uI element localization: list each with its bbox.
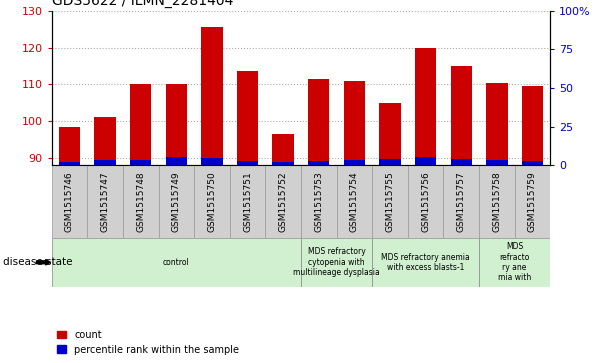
Bar xyxy=(379,103,401,165)
Text: GSM1515759: GSM1515759 xyxy=(528,171,537,232)
Bar xyxy=(337,165,372,238)
Bar xyxy=(451,159,472,165)
Text: GSM1515752: GSM1515752 xyxy=(278,171,288,232)
Bar xyxy=(59,162,80,165)
Bar xyxy=(130,160,151,165)
Bar xyxy=(301,165,337,238)
Bar xyxy=(59,127,80,165)
Bar xyxy=(372,238,479,287)
Bar xyxy=(130,84,151,165)
Bar xyxy=(308,160,330,165)
Bar xyxy=(344,160,365,165)
Text: GSM1515757: GSM1515757 xyxy=(457,171,466,232)
Text: GSM1515756: GSM1515756 xyxy=(421,171,430,232)
Text: control: control xyxy=(163,258,190,267)
Text: disease state: disease state xyxy=(3,257,72,267)
Text: GDS5622 / ILMN_2281404: GDS5622 / ILMN_2281404 xyxy=(52,0,233,8)
Bar xyxy=(165,84,187,165)
Text: MDS refractory anemia
with excess blasts-1: MDS refractory anemia with excess blasts… xyxy=(381,253,470,272)
Bar xyxy=(479,165,514,238)
Bar xyxy=(379,159,401,165)
Text: GSM1515754: GSM1515754 xyxy=(350,171,359,232)
Text: MDS
refracto
ry ane
mia with: MDS refracto ry ane mia with xyxy=(498,242,531,282)
Text: GSM1515758: GSM1515758 xyxy=(492,171,502,232)
Bar xyxy=(415,158,437,165)
Bar xyxy=(522,86,543,165)
Text: GSM1515749: GSM1515749 xyxy=(172,171,181,232)
Bar xyxy=(272,162,294,165)
Text: GSM1515748: GSM1515748 xyxy=(136,171,145,232)
Bar xyxy=(237,161,258,165)
Bar xyxy=(344,81,365,165)
Bar xyxy=(479,238,550,287)
Bar xyxy=(486,82,508,165)
Bar xyxy=(486,160,508,165)
Text: GSM1515751: GSM1515751 xyxy=(243,171,252,232)
Bar xyxy=(52,165,88,238)
Bar xyxy=(522,160,543,165)
Bar xyxy=(265,165,301,238)
Bar xyxy=(237,72,258,165)
Bar xyxy=(443,165,479,238)
Text: MDS refractory
cytopenia with
multilineage dysplasia: MDS refractory cytopenia with multilinea… xyxy=(293,247,380,277)
Bar xyxy=(201,158,223,165)
Bar xyxy=(372,165,408,238)
Text: GSM1515750: GSM1515750 xyxy=(207,171,216,232)
Bar xyxy=(94,117,116,165)
Bar xyxy=(88,165,123,238)
Bar xyxy=(230,165,265,238)
Bar xyxy=(165,157,187,165)
Text: GSM1515746: GSM1515746 xyxy=(65,171,74,232)
Bar xyxy=(415,48,437,165)
Bar xyxy=(272,134,294,165)
Bar xyxy=(514,165,550,238)
Legend: count, percentile rank within the sample: count, percentile rank within the sample xyxy=(57,330,239,355)
Bar xyxy=(408,165,443,238)
Bar xyxy=(301,238,372,287)
Bar xyxy=(194,165,230,238)
Text: GSM1515747: GSM1515747 xyxy=(100,171,109,232)
Bar xyxy=(308,79,330,165)
Bar xyxy=(52,238,301,287)
Text: GSM1515755: GSM1515755 xyxy=(385,171,395,232)
Text: GSM1515753: GSM1515753 xyxy=(314,171,323,232)
Bar xyxy=(159,165,194,238)
Bar xyxy=(451,66,472,165)
Bar xyxy=(123,165,159,238)
Bar xyxy=(94,160,116,165)
Bar xyxy=(201,28,223,165)
